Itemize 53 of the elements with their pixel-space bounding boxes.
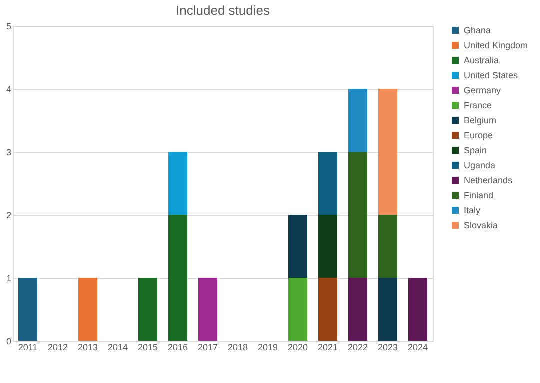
x-tick-label: 2016 [168, 342, 188, 352]
legend-label: Slovakia [464, 220, 498, 230]
legend-label: Belgium [464, 116, 497, 126]
x-tick-label: 2015 [138, 342, 158, 352]
bar [348, 278, 368, 341]
legend-label: Ghana [464, 26, 492, 36]
x-tick-label: 2012 [48, 342, 68, 352]
x-tick-label: 2011 [18, 342, 38, 352]
x-tick-label: 2019 [258, 342, 278, 352]
bar [318, 152, 338, 215]
legend-label: Spain [464, 146, 488, 156]
y-tick-label: 1 [6, 274, 12, 284]
y-tick-label: 2 [6, 210, 12, 220]
legend-label: Italy [464, 206, 482, 216]
bar [288, 215, 308, 278]
bar [168, 152, 188, 215]
y-tick-label: 4 [6, 84, 12, 94]
bar [318, 215, 338, 278]
bar [378, 278, 398, 341]
legend-label: United States [464, 70, 519, 80]
legend-label: Germany [464, 86, 502, 96]
x-tick-label: 2020 [288, 342, 308, 352]
bar [288, 278, 308, 341]
x-tick-label: 2024 [408, 342, 428, 352]
x-tick-label: 2021 [318, 342, 338, 352]
x-tick-label: 2014 [108, 342, 128, 352]
x-tick-label: 2013 [78, 342, 98, 352]
y-tick-label: 3 [6, 148, 12, 158]
legend-label: Netherlands [464, 176, 514, 186]
bar [408, 278, 428, 341]
y-tick-label: 0 [6, 336, 12, 346]
x-tick-label: 2023 [378, 342, 398, 352]
y-tick-label: 5 [6, 22, 12, 32]
bar [378, 215, 398, 278]
legend-label: Finland [464, 190, 494, 200]
legend-label: Australia [464, 56, 500, 66]
bar [168, 215, 188, 341]
bar [18, 278, 38, 341]
x-tick-label: 2022 [348, 342, 368, 352]
bar [348, 152, 368, 278]
legend-label: Uganda [464, 160, 496, 170]
bar [348, 89, 368, 152]
legend-label: Europe [464, 130, 494, 140]
x-tick-label: 2017 [198, 342, 218, 352]
x-tick-label: 2018 [228, 342, 248, 352]
bar [318, 278, 338, 341]
bar [78, 278, 98, 341]
bar [198, 278, 218, 341]
chart-title: Included studies [176, 3, 270, 18]
bar [138, 278, 158, 341]
legend-label: France [464, 100, 492, 110]
bar [378, 89, 398, 215]
legend-label: United Kingdom [464, 40, 528, 50]
